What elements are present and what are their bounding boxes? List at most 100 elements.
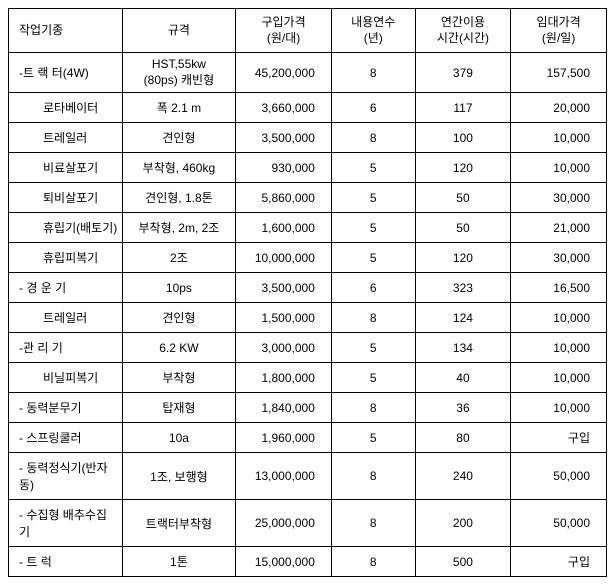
header-price-l2: (원/대) (267, 31, 300, 45)
cell-years: 6 (331, 93, 415, 123)
header-hours-l1: 연간이용 (441, 15, 485, 29)
header-type: 작업기종 (9, 9, 123, 53)
cell-years: 5 (331, 183, 415, 213)
cell-spec: 1조, 보행형 (122, 453, 236, 500)
header-years-l2: (년) (364, 31, 383, 45)
cell-rent: 16,500 (511, 273, 607, 303)
cell-years: 8 (331, 547, 415, 577)
header-price-l1: 구입가격 (261, 15, 305, 29)
table-row: 트레일러견인형1,500,000812410,000 (9, 303, 607, 333)
cell-rent: 157,500 (511, 53, 607, 93)
cell-price: 1,500,000 (236, 303, 332, 333)
cell-hours: 134 (415, 333, 511, 363)
header-hours-l2: 시간(시간) (437, 31, 489, 45)
cell-type: 비료살포기 (9, 153, 123, 183)
header-rent: 임대가격 (원/일) (511, 9, 607, 53)
cell-price: 15,000,000 (236, 547, 332, 577)
cell-hours: 117 (415, 93, 511, 123)
cell-hours: 124 (415, 303, 511, 333)
cell-years: 8 (331, 53, 415, 93)
cell-price: 1,800,000 (236, 363, 332, 393)
header-rent-l1: 임대가격 (537, 15, 581, 29)
cell-spec: 6.2 KW (122, 333, 236, 363)
cell-years: 5 (331, 213, 415, 243)
table-row: - 동력분무기탑재형1,840,00083610,000 (9, 393, 607, 423)
header-years: 내용연수 (년) (331, 9, 415, 53)
cell-years: 5 (331, 423, 415, 453)
table-row: - 트 럭1톤15,000,0008500구입 (9, 547, 607, 577)
cell-rent: 50,000 (511, 453, 607, 500)
cell-years: 8 (331, 123, 415, 153)
table-row: - 스프링쿨러10a1,960,000580구입 (9, 423, 607, 453)
cell-hours: 36 (415, 393, 511, 423)
cell-hours: 323 (415, 273, 511, 303)
table-row: 비료살포기부착형, 460kg930,000512010,000 (9, 153, 607, 183)
table-row: 트레일러견인형3,500,000810010,000 (9, 123, 607, 153)
cell-hours: 120 (415, 243, 511, 273)
cell-price: 5,860,000 (236, 183, 332, 213)
cell-years: 8 (331, 453, 415, 500)
cell-hours: 240 (415, 453, 511, 500)
cell-hours: 200 (415, 500, 511, 547)
header-price: 구입가격 (원/대) (236, 9, 332, 53)
header-spec: 규격 (122, 9, 236, 53)
cell-price: 3,660,000 (236, 93, 332, 123)
cell-type: 트레일러 (9, 303, 123, 333)
header-years-l1: 내용연수 (351, 15, 395, 29)
cell-hours: 100 (415, 123, 511, 153)
cell-spec: 부착형, 460kg (122, 153, 236, 183)
table-row: 로타베이터폭 2.1 m3,660,000611720,000 (9, 93, 607, 123)
cell-type: -관 리 기 (9, 333, 123, 363)
cell-type: 트레일러 (9, 123, 123, 153)
cell-price: 3,500,000 (236, 123, 332, 153)
cell-price: 3,000,000 (236, 333, 332, 363)
cell-rent: 구입 (511, 423, 607, 453)
cell-spec: HST,55kw(80ps) 캐빈형 (122, 53, 236, 93)
cell-price: 1,600,000 (236, 213, 332, 243)
cell-type: 휴립기(배토기) (9, 213, 123, 243)
equipment-table: 작업기종 규격 구입가격 (원/대) 내용연수 (년) 연간이용 시간(시간) … (8, 8, 607, 577)
cell-type: - 동력정식기(반자동) (9, 453, 123, 500)
cell-spec: 견인형 (122, 303, 236, 333)
cell-type: 비닐피복기 (9, 363, 123, 393)
cell-spec: 10ps (122, 273, 236, 303)
cell-spec: 10a (122, 423, 236, 453)
cell-type: 휴립피복기 (9, 243, 123, 273)
cell-price: 10,000,000 (236, 243, 332, 273)
cell-type: - 스프링쿨러 (9, 423, 123, 453)
cell-hours: 80 (415, 423, 511, 453)
cell-rent: 10,000 (511, 123, 607, 153)
cell-price: 45,200,000 (236, 53, 332, 93)
cell-spec: 2조 (122, 243, 236, 273)
cell-rent: 10,000 (511, 363, 607, 393)
cell-spec: 견인형 (122, 123, 236, 153)
cell-spec: 부착형 (122, 363, 236, 393)
cell-years: 5 (331, 363, 415, 393)
cell-type: -트 랙 터(4W) (9, 53, 123, 93)
cell-rent: 구입 (511, 547, 607, 577)
cell-price: 25,000,000 (236, 500, 332, 547)
cell-type: - 수집형 배추수집기 (9, 500, 123, 547)
cell-spec: 견인형, 1.8톤 (122, 183, 236, 213)
cell-rent: 30,000 (511, 183, 607, 213)
cell-spec: 폭 2.1 m (122, 93, 236, 123)
cell-rent: 21,000 (511, 213, 607, 243)
cell-rent: 50,000 (511, 500, 607, 547)
header-hours: 연간이용 시간(시간) (415, 9, 511, 53)
table-row: - 수집형 배추수집기트랙터부착형25,000,000820050,000 (9, 500, 607, 547)
cell-years: 8 (331, 303, 415, 333)
cell-rent: 10,000 (511, 303, 607, 333)
cell-rent: 20,000 (511, 93, 607, 123)
cell-hours: 50 (415, 183, 511, 213)
cell-price: 3,500,000 (236, 273, 332, 303)
cell-hours: 500 (415, 547, 511, 577)
cell-price: 930,000 (236, 153, 332, 183)
cell-type: - 경 운 기 (9, 273, 123, 303)
cell-years: 6 (331, 273, 415, 303)
table-row: 퇴비살포기견인형, 1.8톤5,860,00055030,000 (9, 183, 607, 213)
cell-price: 1,840,000 (236, 393, 332, 423)
table-row: 비닐피복기부착형1,800,00054010,000 (9, 363, 607, 393)
cell-rent: 10,000 (511, 333, 607, 363)
table-row: 휴립피복기2조10,000,000512030,000 (9, 243, 607, 273)
cell-type: 로타베이터 (9, 93, 123, 123)
